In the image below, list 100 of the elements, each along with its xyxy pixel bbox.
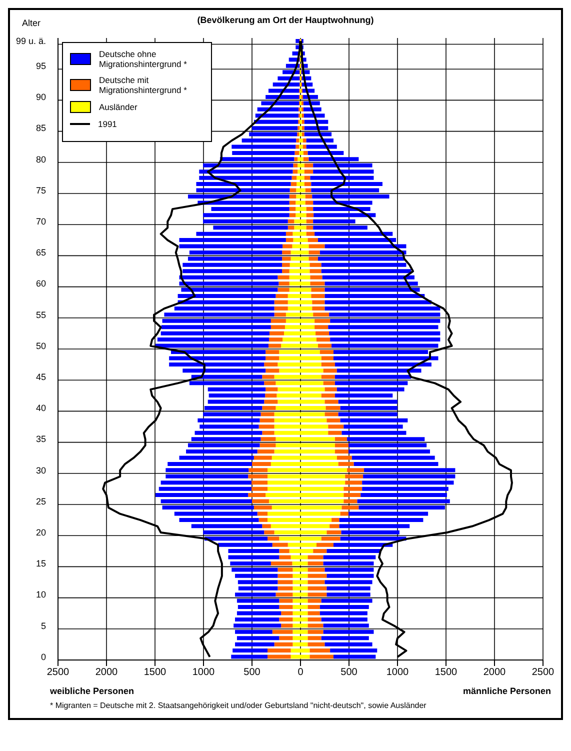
bar — [248, 468, 268, 472]
bar — [314, 325, 328, 330]
bar — [321, 636, 369, 640]
bar — [282, 262, 290, 267]
bar — [268, 344, 282, 348]
bar — [279, 617, 293, 622]
bar — [268, 648, 291, 653]
bar — [360, 493, 447, 498]
bar — [289, 213, 296, 218]
bar — [326, 418, 340, 422]
bar — [266, 368, 280, 373]
bar — [288, 226, 294, 230]
bar — [308, 642, 325, 646]
bar — [278, 282, 290, 286]
bar — [311, 294, 325, 298]
x-tick-label: 2500 — [46, 667, 70, 678]
y-tick-label: 0 — [40, 652, 46, 662]
bar — [289, 200, 296, 205]
bar — [321, 362, 335, 366]
bar — [189, 381, 264, 386]
bar — [324, 568, 374, 572]
bar — [336, 387, 404, 392]
bar — [320, 611, 368, 616]
bar — [311, 288, 325, 292]
bar — [158, 486, 252, 491]
bar — [329, 312, 440, 317]
bar — [314, 213, 376, 218]
bar — [318, 238, 396, 242]
bar — [260, 437, 276, 442]
bar — [328, 325, 438, 330]
y-tick-label: 80 — [36, 154, 46, 164]
bar — [310, 654, 334, 659]
bar — [324, 288, 420, 292]
bar — [281, 611, 293, 616]
bar — [286, 238, 294, 242]
bar — [328, 424, 344, 429]
bar — [321, 262, 406, 267]
bar — [203, 213, 290, 218]
bar — [308, 256, 318, 261]
bar — [182, 368, 266, 373]
bar — [278, 76, 300, 80]
bar — [235, 592, 276, 597]
y-tick-label: 45 — [36, 372, 46, 382]
bar — [179, 456, 254, 460]
bar — [258, 518, 268, 522]
bar — [248, 493, 266, 498]
bar — [334, 443, 349, 448]
bar — [238, 580, 278, 584]
bar — [336, 456, 352, 460]
bar — [313, 312, 330, 317]
bar — [330, 318, 440, 323]
bar — [230, 561, 271, 566]
bar — [276, 294, 288, 298]
y-tick-label: 35 — [36, 434, 46, 444]
bar — [333, 654, 376, 659]
y-tick-label: 40 — [36, 403, 46, 414]
bar — [179, 244, 283, 248]
bar — [236, 611, 282, 616]
legend-label: 1991 — [98, 119, 117, 129]
bar — [236, 598, 280, 603]
bar — [279, 555, 291, 560]
bar — [270, 325, 285, 330]
bar — [303, 150, 308, 155]
bar — [169, 362, 264, 366]
bar — [334, 394, 393, 398]
bar — [320, 605, 369, 610]
bar — [352, 456, 435, 460]
bar — [262, 524, 271, 528]
bar — [305, 194, 312, 198]
bar — [276, 592, 293, 597]
bar — [308, 617, 322, 622]
bar — [269, 331, 284, 336]
y-tick-label: 65 — [36, 248, 46, 258]
bar — [231, 654, 268, 659]
bar — [274, 300, 288, 304]
y-tick-label: 70 — [36, 216, 46, 226]
bar — [344, 424, 403, 429]
bar — [255, 114, 299, 118]
bar — [344, 499, 358, 504]
bar — [171, 350, 266, 354]
bar — [268, 88, 300, 93]
bar — [289, 206, 296, 211]
bar — [270, 318, 286, 323]
bar — [314, 318, 330, 323]
bar — [196, 188, 290, 192]
bar — [332, 518, 340, 522]
bar — [290, 188, 296, 192]
text: männliche Personen — [462, 686, 551, 696]
bar — [234, 624, 282, 628]
bar — [266, 356, 280, 360]
bar — [279, 598, 293, 603]
bar — [345, 480, 362, 485]
bar — [220, 157, 294, 162]
bar — [261, 101, 300, 106]
bar — [296, 176, 300, 180]
bar — [339, 518, 424, 522]
bar — [160, 480, 252, 485]
bar — [323, 624, 369, 628]
bar — [161, 325, 271, 330]
bar — [179, 275, 278, 280]
